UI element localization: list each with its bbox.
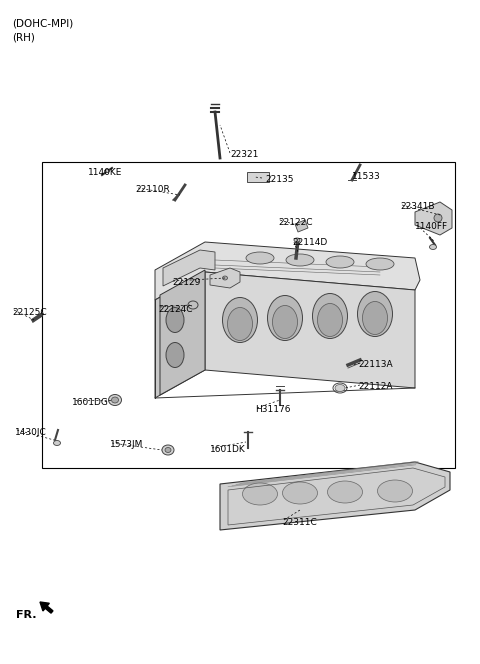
Ellipse shape bbox=[242, 483, 277, 505]
Polygon shape bbox=[295, 220, 308, 232]
Ellipse shape bbox=[430, 244, 436, 250]
Text: 22122C: 22122C bbox=[278, 218, 312, 227]
Text: 22124C: 22124C bbox=[158, 305, 192, 314]
Text: 11533: 11533 bbox=[352, 172, 381, 181]
Text: 22129: 22129 bbox=[172, 278, 200, 287]
Ellipse shape bbox=[165, 448, 171, 452]
Text: 1601DG: 1601DG bbox=[72, 398, 109, 407]
Text: 1140KE: 1140KE bbox=[88, 168, 122, 177]
Ellipse shape bbox=[317, 303, 343, 337]
Text: FR.: FR. bbox=[16, 610, 36, 620]
Ellipse shape bbox=[223, 276, 228, 280]
Ellipse shape bbox=[223, 297, 257, 343]
Polygon shape bbox=[155, 242, 420, 300]
Ellipse shape bbox=[286, 254, 314, 266]
Ellipse shape bbox=[312, 293, 348, 339]
Text: 22321: 22321 bbox=[230, 150, 258, 159]
Text: 22113A: 22113A bbox=[358, 360, 393, 369]
Ellipse shape bbox=[162, 445, 174, 455]
Ellipse shape bbox=[362, 301, 387, 335]
Ellipse shape bbox=[228, 307, 252, 341]
Polygon shape bbox=[415, 202, 452, 235]
Ellipse shape bbox=[358, 291, 393, 337]
Polygon shape bbox=[220, 462, 450, 530]
Text: 22112A: 22112A bbox=[358, 382, 393, 391]
Text: 22311C: 22311C bbox=[282, 518, 317, 527]
Text: (DOHC-MPI): (DOHC-MPI) bbox=[12, 18, 73, 28]
Ellipse shape bbox=[166, 343, 184, 367]
Text: 1601DK: 1601DK bbox=[210, 445, 246, 454]
Ellipse shape bbox=[273, 305, 298, 339]
Ellipse shape bbox=[335, 384, 345, 392]
Ellipse shape bbox=[246, 252, 274, 264]
Polygon shape bbox=[210, 268, 240, 288]
Ellipse shape bbox=[377, 480, 412, 502]
Ellipse shape bbox=[327, 481, 362, 503]
Ellipse shape bbox=[326, 256, 354, 268]
Text: H31176: H31176 bbox=[255, 405, 290, 414]
Ellipse shape bbox=[366, 258, 394, 270]
Polygon shape bbox=[205, 272, 415, 388]
Text: 22341B: 22341B bbox=[400, 202, 434, 211]
Ellipse shape bbox=[267, 295, 302, 341]
Ellipse shape bbox=[283, 482, 317, 504]
Ellipse shape bbox=[166, 307, 184, 333]
Polygon shape bbox=[155, 272, 205, 398]
Text: 22114D: 22114D bbox=[292, 238, 327, 247]
Bar bbox=[42, 162, 455, 468]
Text: 22135: 22135 bbox=[265, 175, 293, 184]
Ellipse shape bbox=[105, 169, 109, 173]
Ellipse shape bbox=[111, 397, 119, 403]
FancyArrow shape bbox=[40, 602, 53, 613]
Text: 1140FF: 1140FF bbox=[415, 222, 448, 231]
Ellipse shape bbox=[53, 440, 60, 446]
Text: (RH): (RH) bbox=[12, 32, 35, 42]
Text: 1430JC: 1430JC bbox=[15, 428, 47, 437]
Text: 22110R: 22110R bbox=[135, 185, 170, 194]
Polygon shape bbox=[163, 250, 215, 286]
Ellipse shape bbox=[434, 214, 442, 222]
Text: 1573JM: 1573JM bbox=[110, 440, 144, 449]
Ellipse shape bbox=[108, 394, 121, 406]
Ellipse shape bbox=[294, 238, 300, 242]
Bar bbox=[247, 172, 269, 182]
Polygon shape bbox=[160, 270, 205, 395]
Text: 22125C: 22125C bbox=[12, 308, 47, 317]
